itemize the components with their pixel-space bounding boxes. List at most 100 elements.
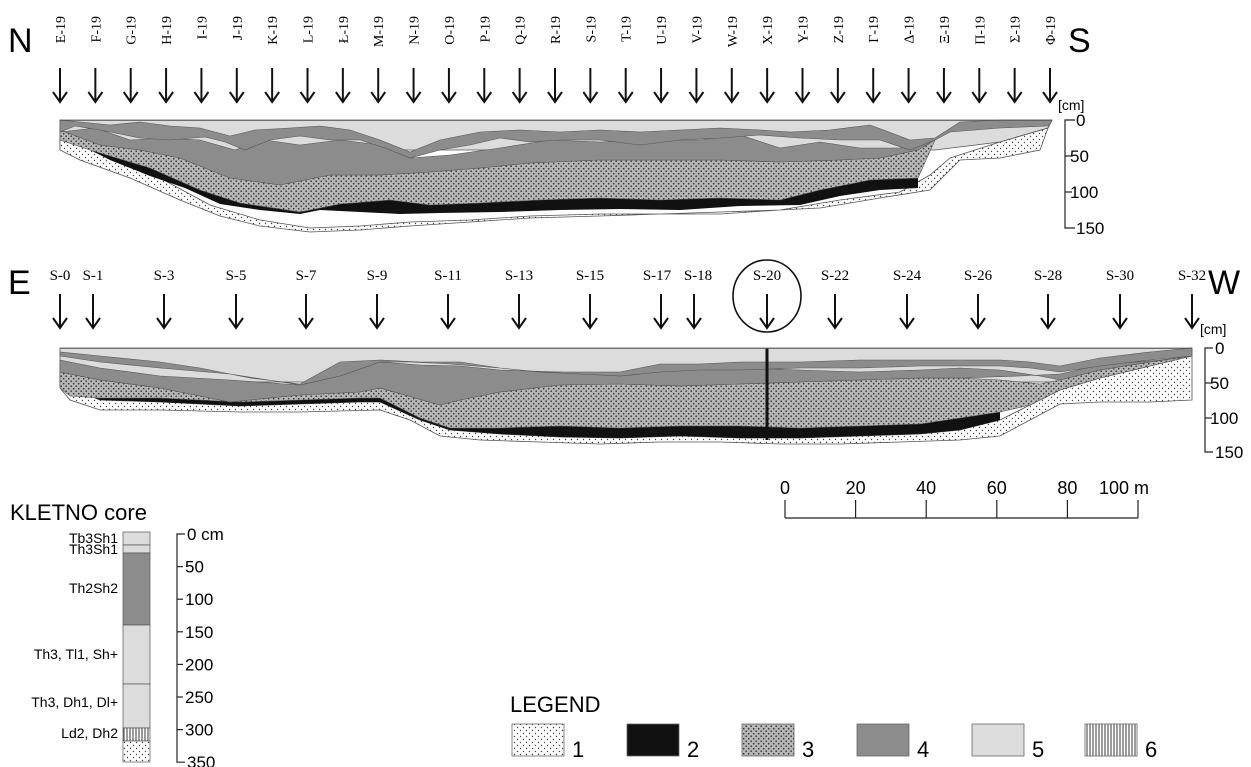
- scale-tick-label: 20: [846, 478, 866, 498]
- ew-layer-2-black: [70, 392, 1000, 438]
- ns-station-labels: E-19 F-19 G-19 H-19 I-19 J-19 K-19 L-19 Ł-19 M-19…: [54, 16, 1059, 47]
- ns-profile: N S E-19 F-19 G-19 H-19 I-19 J-19 K-19 L-19 Ł-19…: [8, 16, 1104, 238]
- core-layer-label: Th3, Tl1, Sh+: [34, 646, 118, 662]
- ew-station-label: S-0: [50, 268, 71, 284]
- ew-layer-4-upper: [59, 347, 1193, 386]
- ew-station-labels: S-0 S-1 S-3 S-5 S-7 S-9 S-11 S-13 S-15 S-17 S-18 S-…: [50, 268, 1207, 284]
- core-depth-tick: 200: [185, 655, 213, 674]
- ew-profile: E W S-0 S-1 S-3 S-5 S-7 S-9 S-11 S-13 S-15 S-17 S-…: [8, 259, 1243, 462]
- scale-tick-label: 60: [987, 478, 1007, 498]
- ew-station-arrow: [228, 294, 244, 330]
- ns-station-arrow: [299, 68, 316, 104]
- ew-station-arrow: [440, 294, 456, 330]
- ns-station-label: N-19: [408, 16, 423, 45]
- ew-station-arrows: [52, 294, 1200, 330]
- core-title: KLETNO core: [10, 500, 147, 525]
- ew-cross-section: [59, 347, 1193, 445]
- ew-station-label: S-15: [576, 268, 604, 284]
- ew-station-arrow: [759, 294, 775, 330]
- core-layer: [122, 740, 151, 763]
- ew-left-direction: E: [8, 264, 31, 302]
- scale-tick-label: 80: [1057, 478, 1077, 498]
- scale-tick-label: 40: [916, 478, 936, 498]
- ns-station-label: V-19: [690, 16, 705, 44]
- ew-depth-tick-100: 100: [1210, 409, 1238, 428]
- ns-station-arrow: [370, 68, 387, 104]
- ns-station-arrow: [1006, 68, 1023, 104]
- ns-depth-tick-150: 150: [1076, 219, 1104, 238]
- ns-station-label: O-19: [443, 16, 458, 45]
- ns-station-label: P-19: [478, 16, 493, 42]
- ns-depth-axis: [cm] 0 50 100 150: [1058, 97, 1104, 238]
- ew-station-arrow: [1112, 294, 1128, 330]
- ew-station-label: S-24: [893, 268, 922, 284]
- core-depth-tick: 250: [185, 688, 213, 707]
- ns-station-arrow: [228, 68, 245, 104]
- ew-depth-tick-50: 50: [1210, 374, 1229, 393]
- ns-station-label: M-19: [372, 16, 387, 47]
- ns-station-arrow: [158, 68, 174, 104]
- ns-station-arrow: [264, 68, 280, 104]
- ew-station-label: S-18: [684, 268, 712, 284]
- ns-station-arrow: [830, 68, 846, 104]
- ew-station-arrow: [970, 294, 986, 330]
- legend-swatch-5: [971, 723, 1025, 757]
- ew-station-label: S-17: [643, 268, 672, 284]
- ew-station-label: S-3: [154, 268, 175, 284]
- core-depth-tick: 350: [187, 753, 215, 767]
- ns-depth-tick-50: 50: [1070, 147, 1089, 166]
- ew-station-arrow: [827, 294, 843, 330]
- ew-station-label: S-7: [296, 268, 317, 284]
- ns-station-label: S-19: [584, 16, 599, 42]
- ns-station-arrow: [547, 68, 563, 104]
- ew-station-arrow: [1040, 294, 1056, 330]
- ns-station-label: J-19: [231, 16, 246, 40]
- core-layer: [122, 624, 151, 685]
- ns-station-arrow: [865, 68, 882, 104]
- ew-station-arrow: [1184, 294, 1200, 330]
- ns-layer-1-sand: [59, 119, 1053, 233]
- legend-swatch-6: [1084, 723, 1138, 757]
- legend: LEGEND 1 2 3 4 5 6: [510, 692, 1157, 762]
- ew-station-label: S-5: [226, 268, 247, 284]
- ns-depth-tick-0: 0: [1076, 111, 1085, 130]
- ns-station-label: H-19: [160, 16, 175, 45]
- ns-layer-4-upper: [59, 119, 1053, 159]
- ns-left-direction: N: [8, 22, 33, 60]
- ns-station-label: I-19: [195, 16, 210, 39]
- ew-station-arrow: [582, 294, 598, 330]
- ew-station-arrow: [653, 294, 669, 330]
- ew-station-arrow: [85, 294, 101, 330]
- ns-station-arrow: [900, 68, 917, 104]
- ns-station-arrow: [688, 68, 705, 104]
- core-layer-label: Th3, Dh1, Dl+: [31, 694, 118, 710]
- core-layer: [122, 531, 151, 546]
- ns-depth-unit: [cm]: [1058, 97, 1084, 113]
- ew-station-label: S-32: [1178, 268, 1206, 284]
- ns-station-label: Γ-19: [867, 16, 882, 43]
- ns-station-arrow: [476, 68, 493, 104]
- core-depth-tick: 150: [185, 623, 213, 642]
- core-depth-tick: 100: [185, 590, 213, 609]
- ew-depth-unit: [cm]: [1200, 321, 1226, 337]
- ew-station-arrow: [369, 294, 385, 330]
- ns-right-direction: S: [1068, 22, 1091, 60]
- scale-tick-label: 0: [780, 478, 790, 498]
- ns-station-label: Y-19: [797, 16, 812, 43]
- ew-station-arrow: [298, 294, 314, 330]
- ns-station-arrow: [723, 68, 740, 104]
- ew-station-arrow: [899, 294, 915, 330]
- legend-swatch-4: [856, 723, 910, 757]
- core-depth-tick: 300: [185, 721, 213, 740]
- ns-station-arrow: [936, 68, 952, 104]
- ew-station-label: S-30: [1106, 268, 1134, 284]
- ns-cross-section: [59, 119, 1053, 233]
- ew-station-arrow: [511, 294, 527, 330]
- ns-station-arrow: [441, 68, 457, 104]
- core-layer: [122, 544, 151, 554]
- ns-section-frame: [60, 120, 1052, 121]
- ns-station-label: G-19: [125, 16, 140, 45]
- ns-layer-4-dark: [59, 127, 936, 186]
- ns-station-arrow: [511, 68, 528, 104]
- ew-depth-axis: [cm] 0 50 100 150: [1200, 321, 1243, 462]
